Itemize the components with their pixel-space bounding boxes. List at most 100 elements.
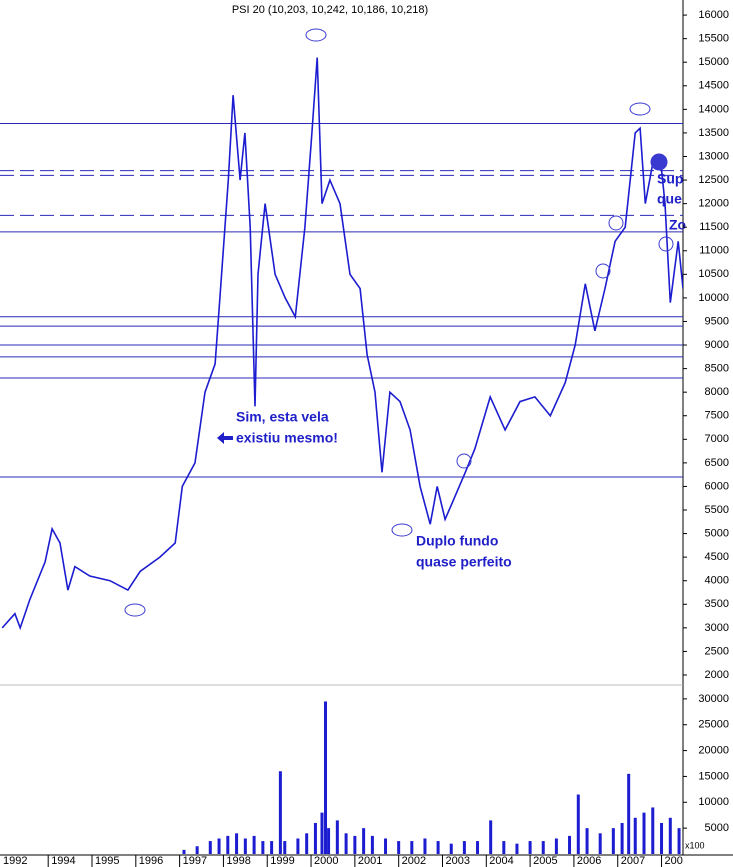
x-tick-label: 2008 xyxy=(665,855,689,867)
volume-bar xyxy=(208,841,212,854)
volume-bar xyxy=(252,835,256,854)
x-tick-label: 2004 xyxy=(489,855,513,867)
x-tick-label: 2007 xyxy=(621,855,645,867)
y-tick-label: 5000 xyxy=(705,527,729,539)
y-tick-label: 13500 xyxy=(698,127,729,139)
y-tick-label: 5000 xyxy=(705,822,729,834)
volume-bar xyxy=(344,833,348,854)
x-tick-label: 2001 xyxy=(358,855,382,867)
volume-bar xyxy=(611,828,615,854)
volume-bar xyxy=(598,833,602,854)
volume-bar xyxy=(327,828,331,854)
volume-bar xyxy=(642,812,646,854)
x-tick-label: 2000 xyxy=(314,855,338,867)
y-tick-label: 2500 xyxy=(705,645,729,657)
x-tick-label: 1992 xyxy=(3,855,27,867)
volume-bar xyxy=(462,841,466,854)
y-tick-label: 3000 xyxy=(705,622,729,634)
y-tick-label: 11000 xyxy=(699,245,729,257)
volume-bar xyxy=(353,835,357,854)
volume-bar xyxy=(397,841,401,854)
annotation: que xyxy=(657,191,682,207)
volume-bar xyxy=(660,822,664,854)
volume-bar xyxy=(515,843,519,854)
volume-bar xyxy=(541,841,545,854)
volume-bar xyxy=(568,835,572,854)
price-line xyxy=(1,57,683,631)
volume-bar xyxy=(489,820,493,854)
volume-bar xyxy=(410,841,414,854)
volume-bar xyxy=(633,817,637,854)
annotation: existiu mesmo! xyxy=(236,430,338,446)
y-tick-label: 8500 xyxy=(705,363,729,375)
x-tick-label: 2003 xyxy=(445,855,469,867)
x-tick-label: 1995 xyxy=(95,855,119,867)
volume-bar xyxy=(243,838,247,854)
volume-bar xyxy=(528,841,532,854)
plot-area: 1992 1994 1995 1996 1997 1998 1999 2000 2001 2002… xyxy=(0,57,689,867)
x-tick-label: 1997 xyxy=(183,855,207,867)
y-tick-label: 20000 xyxy=(698,744,729,756)
volume-bar xyxy=(182,849,186,854)
y-tick-label: 15000 xyxy=(698,56,729,68)
x-tick-label: 1998 xyxy=(226,855,250,867)
y-tick-label: 7500 xyxy=(705,410,729,422)
y-tick-label: 6000 xyxy=(705,480,729,492)
y-tick-label: 5500 xyxy=(705,504,729,516)
volume-bar xyxy=(226,835,230,854)
annotation: Sim, esta vela xyxy=(236,409,329,425)
volume-bar xyxy=(384,838,388,854)
volume-bar xyxy=(362,828,366,854)
volume-bar xyxy=(313,822,317,854)
y-tick-label: 12500 xyxy=(698,174,729,186)
volume-bar xyxy=(677,828,681,854)
chart-title: PSI 20 (10,203, 10,242, 10,186, 10,218) xyxy=(232,4,428,16)
volume-bar xyxy=(305,833,309,854)
x-tick-label: 1999 xyxy=(270,855,294,867)
y-tick-label: 14500 xyxy=(698,80,729,92)
x-tick-label: 2006 xyxy=(577,855,601,867)
y-axis-label: x100 xyxy=(685,840,705,850)
volume-bar xyxy=(335,820,339,854)
y-tick-label: 12000 xyxy=(698,198,729,210)
annotation: Zo xyxy=(669,217,686,233)
volume-bar xyxy=(554,838,558,854)
y-tick-label: 6500 xyxy=(705,457,729,469)
volume-bar xyxy=(261,841,265,854)
volume-bar xyxy=(436,841,440,854)
y-tick-label: 13000 xyxy=(698,150,729,162)
y-tick-label: 15000 xyxy=(698,770,729,782)
volume-bar xyxy=(620,822,624,854)
y-tick-label: 9500 xyxy=(705,315,729,327)
x-tick-label: 1994 xyxy=(51,855,75,867)
y-tick-label: 25000 xyxy=(698,719,729,731)
volume-bar xyxy=(324,701,328,854)
annotation: Sup xyxy=(657,171,683,187)
y-tick-label: 10500 xyxy=(698,268,729,280)
y-tick-label: 2000 xyxy=(705,669,729,681)
annotation: quase perfeito xyxy=(416,554,512,570)
volume-bar xyxy=(423,838,427,854)
y-tick-label: 11500 xyxy=(699,221,729,233)
volume-bar xyxy=(627,773,631,854)
y-tick-label: 4500 xyxy=(705,551,729,563)
x-tick-label: 2005 xyxy=(533,855,557,867)
volume-bar xyxy=(449,843,453,854)
y-tick-label: 8000 xyxy=(705,386,729,398)
y-tick-label: 4000 xyxy=(705,575,729,587)
annotation: Duplo fundo xyxy=(416,533,498,549)
y-tick-label: 10000 xyxy=(698,292,729,304)
y-tick-label: 30000 xyxy=(698,693,729,705)
volume-bar xyxy=(476,841,480,854)
x-tick-label: 2002 xyxy=(402,855,426,867)
volume-bar xyxy=(235,833,239,854)
y-tick-label: 9000 xyxy=(705,339,729,351)
x-tick-label: 1996 xyxy=(139,855,163,867)
volume-bar xyxy=(217,838,221,854)
volume-bar xyxy=(278,771,282,854)
icons xyxy=(124,28,674,617)
y-tick-label: 14000 xyxy=(698,103,729,115)
volume-bar xyxy=(270,841,274,854)
volume-bar xyxy=(502,841,506,854)
